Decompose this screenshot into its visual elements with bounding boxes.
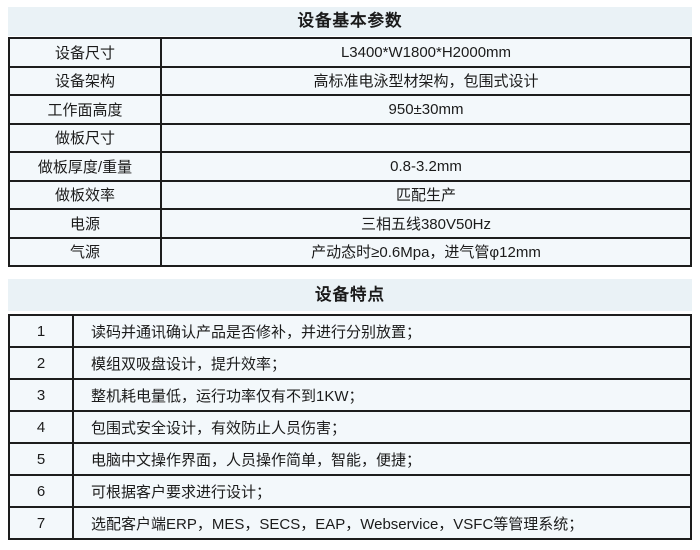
table-row: 1 读码并通讯确认产品是否修补，并进行分别放置； <box>8 314 692 348</box>
param-value: 匹配生产 <box>160 179 692 210</box>
feature-text: 读码并通讯确认产品是否修补，并进行分别放置； <box>72 314 692 348</box>
table-row: 4 包围式安全设计，有效防止人员伤害； <box>8 410 692 444</box>
table-row: 5 电脑中文操作界面，人员操作简单，智能，便捷； <box>8 442 692 476</box>
table-row: 工作面高度 950±30mm <box>8 94 692 125</box>
feature-text: 可根据客户要求进行设计； <box>72 474 692 508</box>
table-row: 做板厚度/重量 0.8-3.2mm <box>8 151 692 182</box>
table-row: 6 可根据客户要求进行设计； <box>8 474 692 508</box>
param-label: 设备尺寸 <box>8 37 162 68</box>
table-row: 2 模组双吸盘设计，提升效率； <box>8 346 692 380</box>
feature-number: 6 <box>8 474 74 508</box>
param-label: 做板效率 <box>8 179 162 210</box>
feature-text: 包围式安全设计，有效防止人员伤害； <box>72 410 692 444</box>
param-label: 做板厚度/重量 <box>8 151 162 182</box>
features-title: 设备特点 <box>8 279 692 311</box>
table-row: 气源 产动态时≥0.6Mpa，进气管φ12mm <box>8 236 692 267</box>
param-value: L3400*W1800*H2000mm <box>160 37 692 68</box>
feature-text: 电脑中文操作界面，人员操作简单，智能，便捷； <box>72 442 692 476</box>
table-row: 设备架构 高标准电泳型材架构，包围式设计 <box>8 65 692 96</box>
param-value: 950±30mm <box>160 94 692 125</box>
feature-number: 3 <box>8 378 74 412</box>
feature-number: 4 <box>8 410 74 444</box>
param-value: 三相五线380V50Hz <box>160 208 692 239</box>
table-row: 3 整机耗电量低，运行功率仅有不到1KW； <box>8 378 692 412</box>
feature-text: 选配客户端ERP，MES，SECS，EAP，Webservice，VSFC等管理… <box>72 506 692 540</box>
param-label: 气源 <box>8 236 162 267</box>
feature-number: 7 <box>8 506 74 540</box>
param-label: 电源 <box>8 208 162 239</box>
basic-params-table: 设备尺寸 L3400*W1800*H2000mm 设备架构 高标准电泳型材架构，… <box>8 37 692 267</box>
param-value <box>160 122 692 153</box>
feature-text: 整机耗电量低，运行功率仅有不到1KW； <box>72 378 692 412</box>
features-table: 1 读码并通讯确认产品是否修补，并进行分别放置； 2 模组双吸盘设计，提升效率；… <box>8 314 692 540</box>
param-label: 做板尺寸 <box>8 122 162 153</box>
param-value: 产动态时≥0.6Mpa，进气管φ12mm <box>160 236 692 267</box>
table-row: 设备尺寸 L3400*W1800*H2000mm <box>8 37 692 68</box>
feature-number: 2 <box>8 346 74 380</box>
table-row: 电源 三相五线380V50Hz <box>8 208 692 239</box>
feature-number: 1 <box>8 314 74 348</box>
feature-text: 模组双吸盘设计，提升效率； <box>72 346 692 380</box>
param-value: 高标准电泳型材架构，包围式设计 <box>160 65 692 96</box>
param-label: 工作面高度 <box>8 94 162 125</box>
feature-number: 5 <box>8 442 74 476</box>
param-label: 设备架构 <box>8 65 162 96</box>
table-row: 做板尺寸 <box>8 122 692 153</box>
param-value: 0.8-3.2mm <box>160 151 692 182</box>
table-row: 做板效率 匹配生产 <box>8 179 692 210</box>
table-row: 7 选配客户端ERP，MES，SECS，EAP，Webservice，VSFC等… <box>8 506 692 540</box>
basic-params-title: 设备基本参数 <box>8 7 692 36</box>
